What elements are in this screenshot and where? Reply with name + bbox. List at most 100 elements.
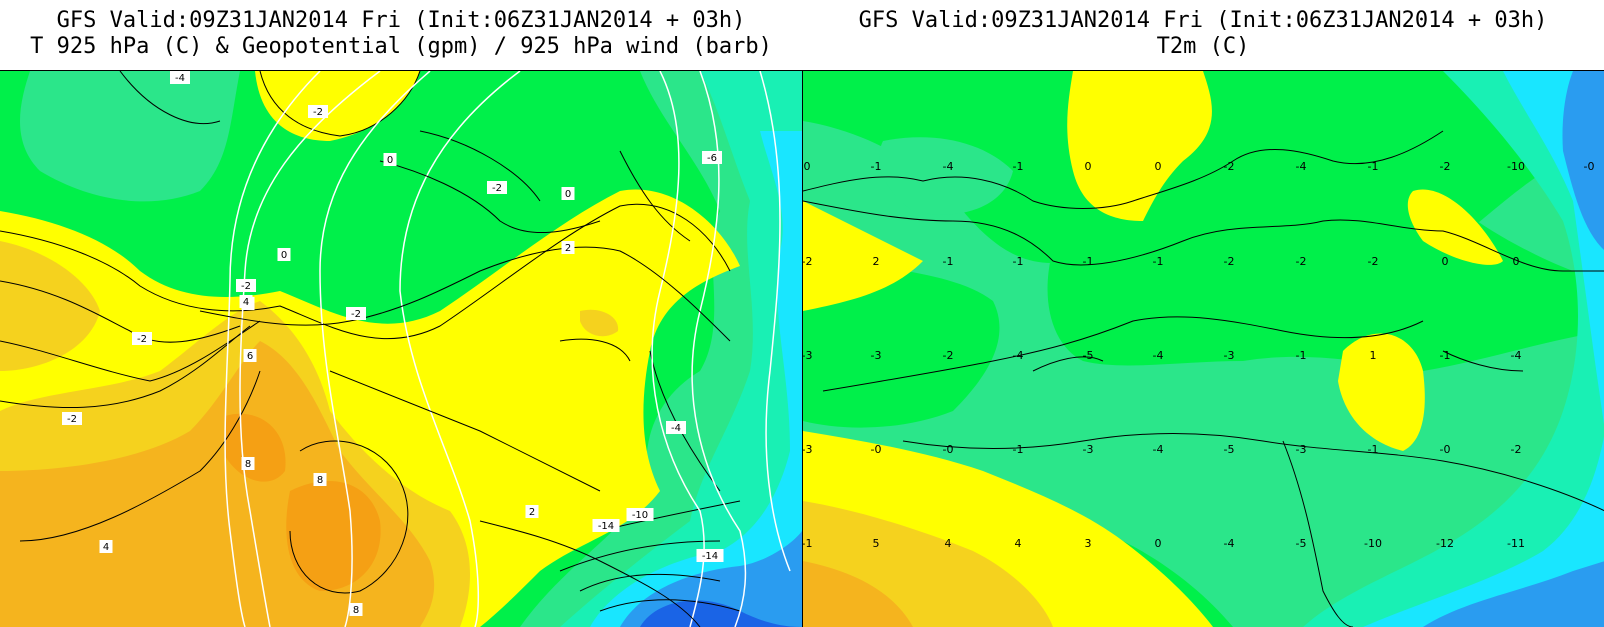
- t2m-value: -11: [1507, 537, 1525, 550]
- contour-label: -2: [137, 334, 147, 345]
- contour-label-box: [383, 153, 397, 166]
- contour-label: 2: [565, 243, 571, 254]
- contour-label: 4: [243, 297, 249, 308]
- cold-zone-deep-blue: [640, 600, 802, 627]
- t2m-value: -2: [1224, 160, 1235, 173]
- t2m-value: 0: [1085, 160, 1092, 173]
- contour-label-box: [243, 349, 257, 362]
- t2m-value: -2: [1224, 255, 1235, 268]
- t2m-value: -3: [803, 443, 812, 456]
- contour-label-box: [349, 603, 363, 616]
- contour-label: 8: [353, 605, 359, 616]
- t2m-value: -2: [1511, 443, 1522, 456]
- right-map-svg: -1 -4 -1 0 0 -2 -4 -1 -2 -102 -1 -1 -1 -1 -2 -2 -2 0 0-3 -2…: [803, 71, 1604, 627]
- t2m-value: -1: [1013, 255, 1024, 268]
- contour-label: 4: [103, 542, 109, 553]
- t2m-value: -2: [1296, 255, 1307, 268]
- t2m-zone-blue-se: [1423, 561, 1604, 627]
- contour-label-box: [62, 412, 82, 425]
- t2m-value: -3: [803, 349, 812, 362]
- contour-label-box: [277, 248, 291, 261]
- contour-label-box: [592, 519, 620, 532]
- t2m-zone-yellow-north: [1067, 71, 1212, 221]
- t2m-value: -3: [1296, 443, 1307, 456]
- t2m-value: -1: [1153, 255, 1164, 268]
- t2m-value: -5: [1296, 537, 1307, 550]
- warm-zone-gold-west: [0, 241, 100, 371]
- contour-label-box: [561, 187, 575, 200]
- warm-core-dark-orange-2: [225, 413, 286, 482]
- t2m-value: -4: [1013, 349, 1024, 362]
- t2m-value: -1: [803, 537, 812, 550]
- contour-label-box: [666, 421, 686, 434]
- t2m-zone-aqua-east: [1303, 71, 1604, 627]
- t2m-value: 0: [1442, 255, 1449, 268]
- contour-label: 8: [317, 475, 323, 486]
- left-map-panel: GFS Valid:09Z31JAN2014 Fri (Init:06Z31JA…: [0, 0, 802, 627]
- contour-label: -4: [671, 423, 681, 434]
- contour-label-box: [236, 279, 256, 292]
- t2m-value: -1: [1440, 349, 1451, 362]
- right-title-line1: GFS Valid:09Z31JAN2014 Fri (Init:06Z31JA…: [858, 8, 1548, 33]
- t2m-value: -0: [871, 443, 882, 456]
- contour-label: 0: [387, 155, 393, 166]
- t2m-country-borders: [803, 130, 1604, 627]
- t2m-value: -2: [1440, 160, 1451, 173]
- t2m-value: -1: [1368, 443, 1379, 456]
- contour-label-box: [170, 71, 190, 84]
- right-t2m-map: -1 -4 -1 0 0 -2 -4 -1 -2 -10 2 -1 -1 -1 -1 -2 -2 -2 0 0 -3 -2…: [802, 70, 1604, 627]
- t2m-value: 1: [1370, 349, 1377, 362]
- t2m-value: -3: [871, 349, 882, 362]
- t2m-value: -3: [1083, 443, 1094, 456]
- warm-core-dark-orange-1: [286, 481, 381, 591]
- t2m-value: -4: [1224, 537, 1235, 550]
- t2m-value: -1: [1013, 160, 1024, 173]
- contour-label: 2: [529, 507, 535, 518]
- t2m-value: -10: [1364, 537, 1382, 550]
- contour-label-box: [525, 505, 539, 518]
- right-title-line2: T2m (C): [1156, 34, 1250, 59]
- right-map-panel: GFS Valid:09Z31JAN2014 Fri (Init:06Z31JA…: [802, 0, 1604, 627]
- contour-label-box: [696, 549, 724, 562]
- contour-label: -14: [702, 551, 718, 562]
- contour-label-box: [313, 473, 327, 486]
- t2m-value: -10: [1507, 160, 1525, 173]
- t2m-value: -4: [1511, 349, 1522, 362]
- left-title-line1: GFS Valid:09Z31JAN2014 Fri (Init:06Z31JA…: [56, 8, 746, 33]
- t2m-value: 5: [873, 537, 880, 550]
- t2m-value: -4: [943, 160, 954, 173]
- contour-label: -4: [175, 73, 185, 84]
- t2m-value: -1: [1083, 255, 1094, 268]
- t2m-value: 2: [873, 255, 880, 268]
- cold-zone-aqua: [560, 71, 802, 627]
- contour-label-box: [132, 332, 152, 345]
- t2m-zone-blue-ne: [1562, 71, 1604, 250]
- contour-label-box: [487, 181, 507, 194]
- t2m-zone-orange-sw: [803, 561, 913, 627]
- t2m-value: 0: [1155, 537, 1162, 550]
- t2m-value: -1: [943, 255, 954, 268]
- t2m-zone-yellow-east: [1407, 189, 1503, 265]
- contour-label-box: [241, 457, 255, 470]
- contour-label: -10: [632, 510, 648, 521]
- t2m-value: -4: [1296, 160, 1307, 173]
- t2m-value: 4: [945, 537, 952, 550]
- t2m-zone-yellow-west: [803, 201, 923, 311]
- t2m-grid-values: -1 -4 -1 0 0 -2 -4 -1 -2 -102 -1 -1 -1 -1 -2 -2 -2 0 0-3 -2…: [803, 160, 1594, 550]
- t2m-value: -0: [1584, 160, 1595, 173]
- t2m-value: 4: [1015, 537, 1022, 550]
- contour-label-box: [561, 241, 575, 254]
- mint-patch-north: [20, 71, 240, 202]
- contour-label: -2: [241, 281, 251, 292]
- t2m-value: -1: [1013, 443, 1024, 456]
- t2m-value: -2: [943, 349, 954, 362]
- t2m-value: -12: [1436, 537, 1454, 550]
- t2m-zone-mint-nw: [879, 137, 1013, 215]
- t2m-value: -1: [1296, 349, 1307, 362]
- t2m-value: -3: [1224, 349, 1235, 362]
- t2m-value: -4: [1153, 349, 1164, 362]
- t2m-value: 0: [1513, 255, 1520, 268]
